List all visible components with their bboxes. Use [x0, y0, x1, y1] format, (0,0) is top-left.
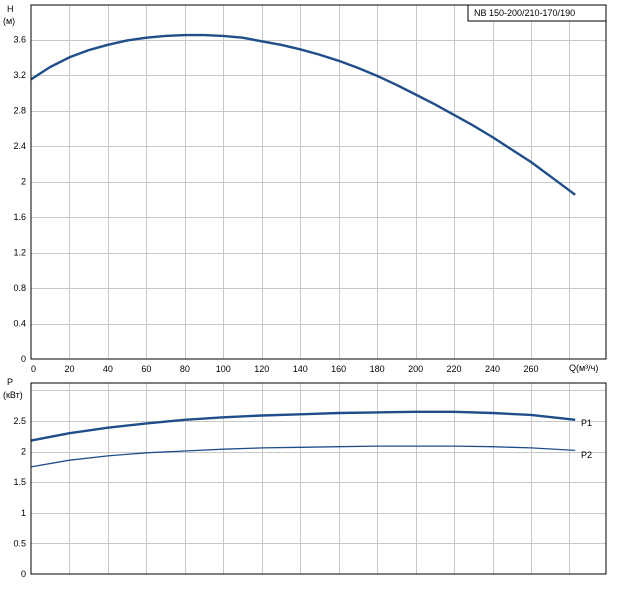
x-tick-label: 220	[447, 364, 462, 374]
p1-curve	[30, 410, 576, 442]
head-y-tick-label: 0.4	[13, 319, 26, 329]
x-tick-label: 80	[180, 364, 190, 374]
power-chart-grid	[31, 383, 606, 574]
model-label: NB 150-200/210-170/190	[474, 8, 575, 18]
x-tick-label: 200	[408, 364, 423, 374]
head-y-tick-label: 2	[21, 177, 26, 187]
series-label-p1: P1	[581, 418, 592, 428]
head-axis-label: H	[7, 4, 14, 14]
curves	[30, 33, 576, 468]
x-tick-label: 40	[103, 364, 113, 374]
power-axis-unit: (кВт)	[3, 390, 23, 400]
x-tick-label: 120	[254, 364, 269, 374]
x-tick-label: 100	[216, 364, 231, 374]
head-chart-ticks: 0 20 40 60 80 100 120 140 160 180 200 220 240 260 0 0.4…	[13, 35, 538, 375]
power-y-tick-label: 2.5	[13, 416, 26, 426]
head-y-tick-label: 3.2	[13, 70, 26, 80]
head-y-tick-label: 1.2	[13, 248, 26, 258]
power-y-tick-label: 0	[21, 569, 26, 579]
flow-axis-label: Q(м³/ч)	[569, 363, 598, 373]
power-y-tick-label: 0.5	[13, 538, 26, 548]
head-y-tick-label: 1.6	[13, 212, 26, 222]
head-curve	[30, 33, 576, 196]
head-y-tick-label: 3.6	[13, 35, 26, 45]
power-y-tick-label: 2	[21, 447, 26, 457]
p2-curve	[30, 445, 576, 468]
x-tick-label: 140	[293, 364, 308, 374]
head-y-tick-label: 0	[21, 354, 26, 364]
head-y-tick-label: 0.8	[13, 283, 26, 293]
head-axis-unit: (м)	[3, 16, 15, 26]
x-tick-label: 0	[31, 364, 36, 374]
power-y-tick-label: 1	[21, 508, 26, 518]
x-tick-label: 180	[370, 364, 385, 374]
x-tick-label: 160	[331, 364, 346, 374]
head-chart-grid	[31, 5, 606, 359]
x-tick-label: 20	[64, 364, 74, 374]
power-chart-ticks: 0 0.5 1 1.5 2 2.5	[13, 416, 26, 579]
head-chart-frame	[30, 4, 607, 360]
power-y-tick-label: 1.5	[13, 477, 26, 487]
x-tick-label: 60	[141, 364, 151, 374]
power-axis-label: P	[7, 377, 13, 387]
head-y-tick-label: 2.8	[13, 106, 26, 116]
x-tick-label: 260	[523, 364, 538, 374]
power-chart-frame	[30, 382, 607, 575]
x-tick-label: 240	[485, 364, 500, 374]
model-label-box	[467, 4, 607, 22]
series-label-p2: P2	[581, 450, 592, 460]
head-y-tick-label: 2.4	[13, 141, 26, 151]
